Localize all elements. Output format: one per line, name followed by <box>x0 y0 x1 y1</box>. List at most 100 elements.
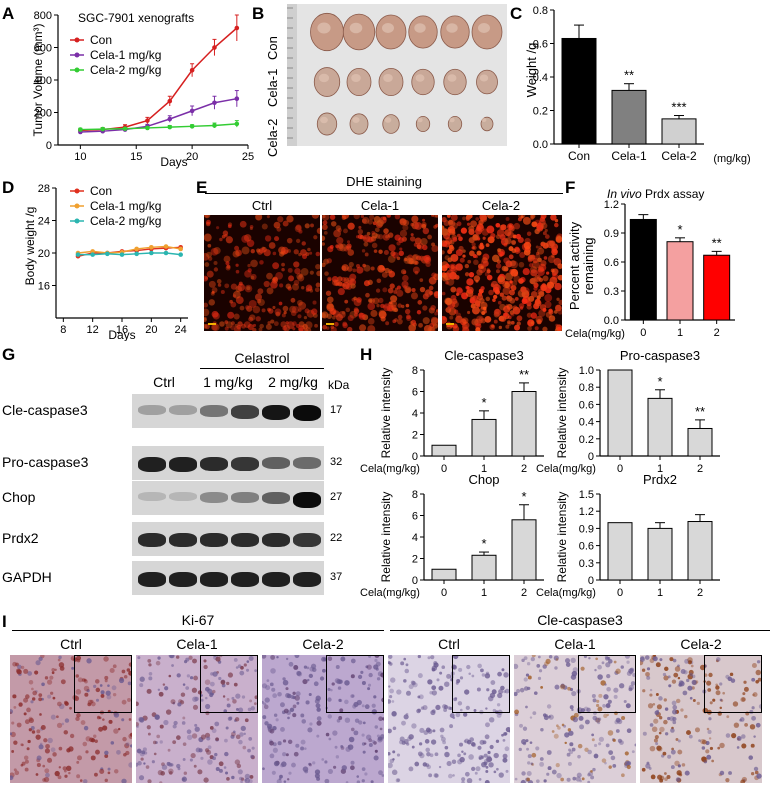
dhe-cell <box>396 289 404 297</box>
dhe-cell <box>510 312 515 317</box>
ihc-nucleus <box>465 705 470 710</box>
y-tick-label: 8 <box>412 489 418 501</box>
ihc-nucleus <box>565 662 571 667</box>
ihc-nucleus <box>277 741 282 746</box>
y-tick-label: 24 <box>38 216 50 228</box>
ihc-nucleus <box>235 707 239 711</box>
ihc-nucleus <box>529 741 533 745</box>
ihc-nucleus <box>100 690 105 695</box>
dhe-cell <box>442 291 446 296</box>
ihc-nucleus <box>518 747 522 752</box>
ihc-nucleus <box>525 739 529 743</box>
dhe-cell <box>221 234 226 239</box>
dhe-cell <box>302 323 308 330</box>
dhe-cell <box>364 252 369 257</box>
ihc-nucleus <box>23 697 29 703</box>
blot-band <box>138 405 166 415</box>
tumor <box>378 68 404 97</box>
dhe-cell <box>291 306 300 314</box>
ihc-nucleus <box>725 674 730 679</box>
ihc-nucleus <box>207 759 213 765</box>
ihc-nucleus <box>295 691 301 697</box>
dhe-cell <box>347 249 355 256</box>
ihc-nucleus <box>307 678 310 682</box>
ihc-nucleus <box>520 779 526 783</box>
ihc-nucleus <box>296 670 302 676</box>
dhe-cell <box>466 222 471 226</box>
ihc-nucleus <box>605 656 610 661</box>
ihc-nucleus <box>159 740 163 744</box>
ihc-nucleus <box>337 686 342 690</box>
ihc-nucleus <box>403 657 407 661</box>
ihc-nucleus <box>396 689 402 695</box>
ihc-nucleus <box>283 780 287 783</box>
ihc-nucleus <box>351 694 355 698</box>
ihc-nucleus <box>659 716 663 720</box>
ihc-nucleus <box>440 734 444 738</box>
ihc-nucleus <box>603 694 609 700</box>
blot-band <box>231 572 259 587</box>
ihc-nucleus <box>183 771 188 775</box>
ihc-nucleus <box>27 671 33 676</box>
ihc-nucleus <box>525 705 528 709</box>
ihc-nucleus <box>705 749 710 754</box>
data-point <box>163 244 169 249</box>
dhe-cell <box>290 297 296 303</box>
panel-i-left-rule <box>12 630 384 631</box>
dhe-cell <box>422 305 428 311</box>
ihc-nucleus <box>205 703 211 710</box>
dhe-cell <box>341 310 346 315</box>
dhe-cell <box>519 306 524 310</box>
ihc-nucleus <box>388 751 391 756</box>
dhe-cell <box>307 286 313 291</box>
ihc-nucleus <box>54 668 57 671</box>
dhe-cell <box>387 232 394 238</box>
dhe-cell <box>239 305 245 311</box>
ihc-nucleus <box>104 750 109 755</box>
tumor-highlight <box>318 73 330 83</box>
dhe-cell <box>522 216 531 225</box>
ihc-nucleus <box>76 713 81 718</box>
dhe-cell <box>468 228 475 236</box>
dhe-cell <box>208 280 216 288</box>
ihc-nucleus <box>300 713 305 718</box>
dhe-cell <box>412 266 420 274</box>
dhe-cell <box>499 234 506 241</box>
series-line <box>80 97 237 133</box>
ihc-nucleus <box>571 690 577 697</box>
dhe-cell <box>540 260 547 267</box>
ihc-nucleus <box>371 703 376 708</box>
bar <box>607 369 633 457</box>
ihc-nucleus <box>182 758 186 761</box>
ihc-nucleus <box>86 658 92 664</box>
dhe-cell <box>243 234 252 242</box>
tumor <box>411 68 435 96</box>
dhe-cell <box>227 311 235 319</box>
ihc-nucleus <box>535 746 540 751</box>
ihc-nucleus <box>288 661 294 667</box>
ihc-nucleus <box>459 742 464 747</box>
ihc-nucleus <box>36 755 42 761</box>
blot-band <box>169 492 197 502</box>
dhe-cell <box>526 312 532 318</box>
dhe-cell <box>445 237 453 245</box>
data-point <box>90 249 95 254</box>
dhe-cell <box>431 215 435 217</box>
ihc-nucleus <box>677 664 680 668</box>
ihc-nucleus <box>568 748 572 752</box>
x-tick-label: 1 <box>481 587 487 599</box>
y-tick-label: 0.9 <box>604 228 619 240</box>
ihc-nucleus <box>77 755 83 761</box>
tumor <box>313 67 341 97</box>
ihc-nucleus <box>293 664 299 670</box>
ihc-nucleus <box>469 737 474 742</box>
ihc-nucleus <box>338 698 342 702</box>
ihc-nucleus <box>200 756 204 760</box>
ihc-nucleus <box>125 750 130 756</box>
ihc-nucleus <box>182 683 186 686</box>
ihc-nucleus <box>35 660 41 666</box>
ihc-nucleus <box>449 713 455 718</box>
dhe-cell <box>389 283 395 289</box>
ihc-nucleus <box>707 729 712 735</box>
dhe-cell <box>204 308 210 317</box>
